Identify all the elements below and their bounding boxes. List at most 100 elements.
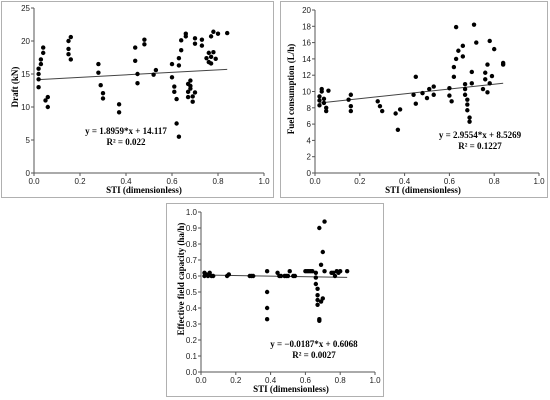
fuel-data-point [485, 62, 490, 67]
field-capacity-r-squared: R² = 0.0027 [292, 350, 336, 360]
fuel-data-point [447, 86, 452, 91]
fuel-data-point [460, 54, 466, 59]
fuel-data-point [467, 115, 472, 120]
draft-x-tick-label: 1.0 [258, 177, 270, 186]
draft-data-point [36, 66, 41, 71]
fuel-data-point [469, 81, 474, 86]
draft-data-point [151, 72, 156, 77]
fuel-data-point [453, 24, 459, 30]
fuel-y-tick-label: 6 [307, 120, 312, 129]
draft-data-point [172, 89, 177, 95]
field-capacity-data-point [226, 272, 232, 277]
draft-data-point [96, 61, 101, 67]
fuel-data-point [317, 103, 322, 108]
field-capacity-data-point [322, 219, 327, 224]
draft-data-point [176, 63, 182, 68]
draft-data-point [179, 38, 184, 43]
field-capacity-data-point [210, 273, 216, 279]
field-capacity-data-point [264, 305, 270, 311]
fuel-y-tick-label: 0 [307, 169, 312, 178]
field-capacity-data-point [320, 296, 325, 301]
fuel-data-point [377, 103, 383, 109]
fuel-data-point [500, 60, 506, 66]
draft-y-tick-label: 10 [21, 103, 30, 112]
fuel-x-tick-label: 0.2 [354, 177, 366, 186]
field-capacity-x-tick-label: 0.6 [300, 376, 312, 385]
draft-data-point [41, 50, 46, 56]
field-capacity-x-tick-label: 0.8 [335, 376, 347, 385]
draft-data-point [192, 90, 198, 95]
fuel-data-point [492, 46, 497, 52]
fuel-x-axis-label: STI (dimensionless) [385, 185, 461, 195]
field-capacity-y-tick-label: 0.8 [186, 240, 198, 249]
draft-data-point [169, 61, 175, 67]
draft-data-point [188, 86, 193, 91]
draft-equation: y = 1.8959*x + 14.117 R² = 0.022 [66, 126, 186, 148]
field-capacity-data-point [315, 286, 320, 291]
fuel-data-point [346, 97, 351, 102]
draft-data-point [213, 56, 218, 62]
draft-data-point [38, 57, 44, 62]
draft-data-point [211, 29, 216, 34]
field-capacity-data-point [313, 270, 319, 275]
fuel-data-point [462, 81, 468, 87]
draft-data-point [211, 50, 216, 55]
draft-data-point [36, 71, 41, 77]
draft-data-point [116, 102, 122, 107]
field-capacity-data-point [310, 269, 315, 274]
fuel-data-point [317, 98, 322, 103]
draft-data-point [185, 89, 191, 95]
fuel-chart: 0.0 0.2 0.4 0.6 0.8 1.0 0 2 4 6 8 10 12 14 16 18 20 [302, 6, 545, 186]
fuel-x-tick-label: 0.6 [444, 177, 456, 186]
fuel-data-point [393, 111, 398, 116]
draft-data-point [169, 75, 175, 80]
draft-data-point [183, 31, 188, 36]
field-capacity-equation-text: y = −0.0187*x + 0.6068 [270, 339, 358, 349]
draft-data-point [199, 37, 205, 42]
draft-data-point [153, 67, 159, 73]
draft-x-tick-label: 0.6 [166, 177, 178, 186]
fuel-data-point [424, 95, 430, 101]
draft-data-point [185, 94, 191, 100]
fuel-data-point [451, 64, 457, 70]
draft-data-point [45, 94, 50, 100]
draft-data-point [225, 30, 230, 36]
field-capacity-y-tick-label: 0.3 [186, 320, 198, 329]
draft-y-tick-label: 0 [26, 169, 31, 178]
fuel-data-point [375, 99, 380, 104]
draft-chart-panel: 0.0 0.2 0.4 0.6 0.8 1.0 0 5 10 15 20 25 Draft (kN) … [1, 1, 274, 198]
fuel-y-tick-label: 18 [302, 22, 311, 31]
draft-data-point [190, 99, 195, 104]
fuel-data-point [489, 73, 495, 79]
fuel-y-tick-label: 8 [307, 104, 312, 113]
field-capacity-data-point [315, 293, 320, 298]
fuel-y-tick-label: 20 [302, 6, 311, 15]
fuel-x-tick-label: 0.0 [309, 177, 321, 186]
fuel-data-point [348, 92, 354, 97]
fuel-data-point [431, 84, 436, 89]
fuel-data-point [348, 103, 354, 109]
draft-data-point [100, 90, 106, 96]
field-capacity-data-point [332, 273, 338, 279]
field-capacity-y-tick-label: 0.0 [186, 368, 198, 377]
field-capacity-data-point [317, 225, 322, 231]
field-capacity-x-tick-label: 1.0 [369, 376, 381, 385]
field-capacity-data-point [292, 273, 298, 279]
draft-data-point [43, 98, 48, 103]
fuel-data-point [420, 90, 425, 96]
field-capacity-data-point [317, 318, 322, 323]
fuel-y-tick-label: 10 [302, 88, 311, 97]
fuel-y-tick-label: 16 [302, 39, 311, 48]
field-capacity-y-tick-label: 0.7 [186, 256, 198, 265]
fuel-data-point [427, 86, 432, 92]
fuel-data-point [395, 127, 401, 133]
fuel-data-point [397, 107, 403, 112]
draft-data-point [142, 37, 147, 42]
field-capacity-data-point [315, 302, 320, 307]
draft-trendline [38, 68, 228, 81]
field-capacity-data-point [315, 297, 320, 303]
draft-data-point [135, 81, 140, 86]
draft-data-point [208, 61, 214, 66]
draft-data-point [174, 121, 179, 126]
fuel-data-point [411, 92, 416, 97]
